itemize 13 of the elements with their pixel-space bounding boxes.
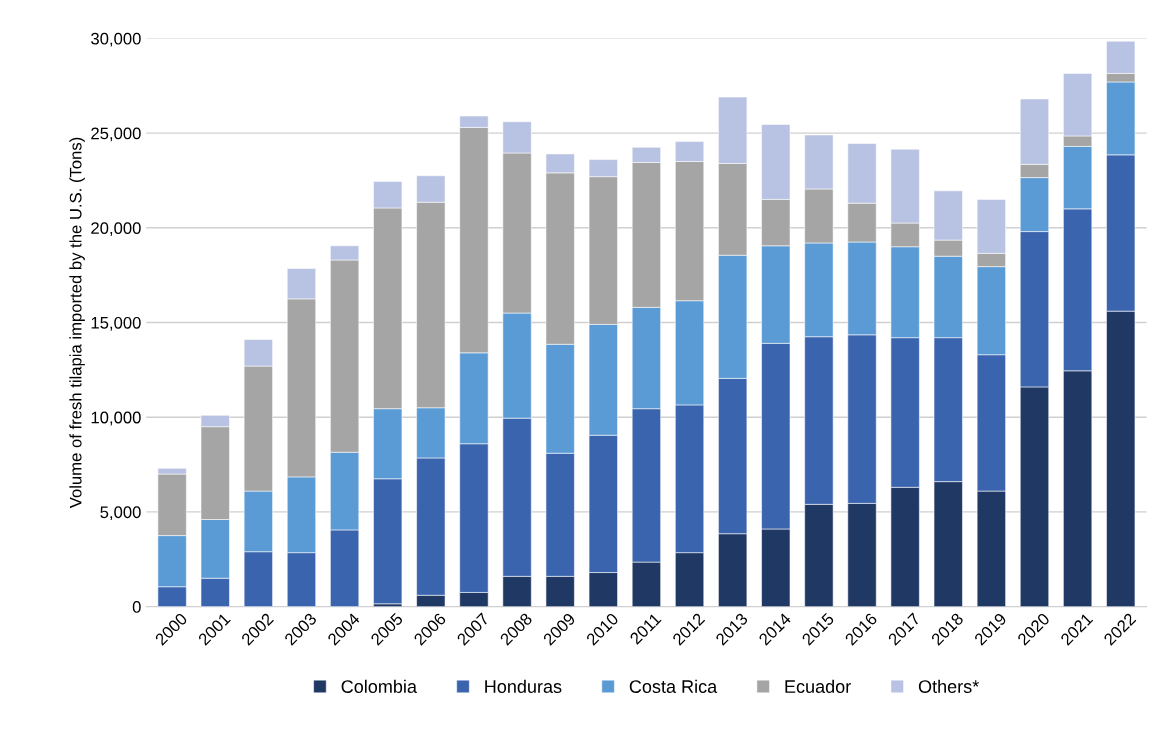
legend-label: Ecuador <box>785 679 851 693</box>
y-tick-label: 20,000 <box>91 222 141 236</box>
y-tick-label: 30,000 <box>91 32 141 47</box>
y-tick-label: 10,000 <box>91 411 141 426</box>
legend-label: Honduras <box>485 679 562 693</box>
y-tick-label: 15,000 <box>91 316 141 331</box>
y-tick-label: 5,000 <box>100 506 141 521</box>
legend-label: Colombia <box>341 679 417 693</box>
legend-label: Others* <box>918 679 979 693</box>
y-tick-label: 0 <box>132 601 141 613</box>
y-tick-label: 25,000 <box>91 127 141 142</box>
legend-label: Costa Rica <box>629 679 718 693</box>
y-axis-title: Volume of fresh tilapia imported by the U.S. (Tons) <box>69 137 85 509</box>
